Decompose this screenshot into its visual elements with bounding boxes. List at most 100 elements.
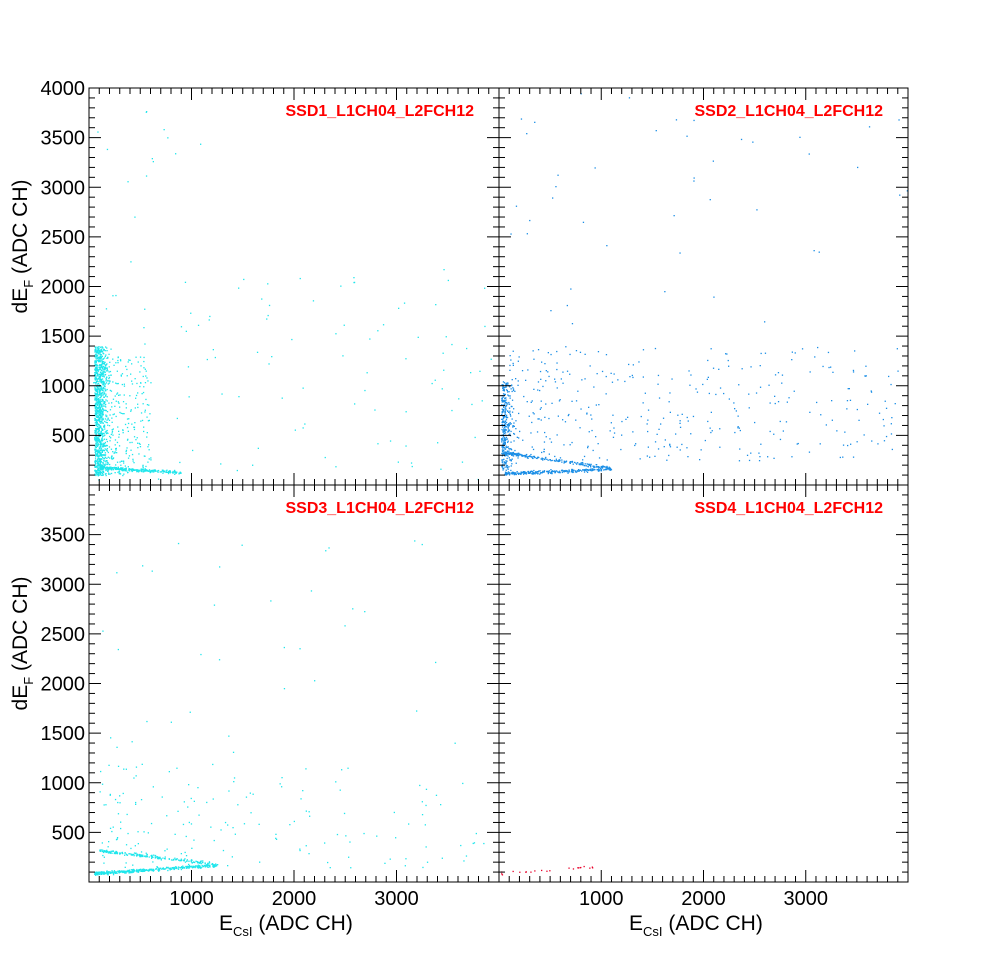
data-point: [134, 870, 136, 872]
data-point: [125, 365, 127, 368]
data-point: [207, 866, 210, 868]
data-point: [524, 454, 526, 457]
data-point: [510, 469, 512, 472]
data-point: [112, 358, 114, 360]
data-point: [571, 441, 573, 444]
ticks-4: [498, 484, 909, 883]
data-point: [161, 868, 163, 870]
data-point: [95, 404, 97, 406]
data-point: [503, 430, 505, 432]
data-point: [605, 466, 607, 469]
data-point: [169, 471, 171, 473]
data-point: [563, 460, 565, 462]
data-point: [300, 798, 302, 800]
data-point: [112, 871, 114, 873]
data-point: [151, 857, 153, 859]
data-point: [99, 368, 101, 370]
data-point: [279, 783, 281, 785]
data-point: [109, 794, 111, 796]
data-point: [463, 860, 465, 862]
data-point: [502, 401, 504, 403]
data-point: [115, 464, 117, 466]
data-point: [100, 464, 102, 466]
data-point: [106, 870, 108, 872]
data-point: [281, 777, 283, 779]
data-point: [96, 393, 98, 396]
data-point: [504, 410, 506, 412]
data-point: [99, 447, 101, 449]
data-point: [539, 470, 541, 472]
data-point: [105, 406, 107, 408]
data-point: [586, 463, 588, 465]
data-point: [99, 465, 102, 467]
data-point: [238, 287, 240, 289]
y-tick-label: 500: [52, 822, 85, 844]
data-point: [121, 851, 123, 854]
data-point: [502, 430, 504, 432]
data-point: [635, 443, 637, 445]
data-point: [141, 855, 144, 858]
data-point: [135, 775, 137, 777]
data-point: [96, 416, 98, 419]
data-point: [106, 400, 108, 402]
x-tick-label: 3000: [374, 888, 419, 910]
data-point: [528, 472, 530, 474]
data-point: [95, 403, 97, 405]
data-point: [587, 469, 589, 471]
data-point: [532, 457, 534, 460]
y-tick-label: 500: [52, 425, 85, 447]
data-point: [556, 460, 558, 462]
data-point: [102, 401, 104, 403]
data-point: [99, 396, 102, 399]
data-point: [133, 462, 135, 464]
data-point: [125, 862, 127, 864]
data-point: [515, 455, 517, 457]
data-point: [669, 446, 672, 448]
data-point: [510, 472, 512, 474]
data-point: [103, 466, 105, 468]
data-point: [106, 350, 108, 352]
data-point: [508, 472, 510, 474]
data-point: [208, 865, 211, 867]
data-point: [128, 853, 130, 855]
data-point: [227, 824, 229, 826]
data-point: [100, 350, 102, 352]
data-point: [847, 444, 849, 447]
data-point: [115, 839, 118, 841]
data-point: [511, 418, 513, 420]
data-point: [377, 330, 379, 332]
data-point: [577, 469, 580, 471]
data-point: [110, 448, 113, 450]
data-point: [740, 138, 743, 141]
data-point: [188, 396, 190, 398]
data-point: [104, 364, 107, 366]
data-point: [98, 441, 101, 443]
data-point: [561, 469, 564, 471]
data-point: [894, 403, 896, 405]
data-point: [510, 453, 513, 455]
data-point: [132, 460, 134, 462]
data-point: [662, 417, 665, 419]
data-point: [490, 358, 492, 360]
data-point: [100, 430, 102, 433]
data-point: [111, 402, 113, 404]
data-point: [144, 409, 146, 411]
data-point: [539, 370, 542, 373]
data-point: [589, 464, 591, 466]
data-point: [513, 432, 515, 435]
data-point: [606, 245, 608, 247]
data-point: [506, 416, 508, 418]
data-point: [100, 445, 102, 447]
data-point: [509, 452, 511, 455]
data-point: [108, 380, 110, 382]
data-point: [505, 464, 507, 466]
data-point: [504, 466, 506, 468]
data-point: [102, 347, 104, 349]
data-point: [231, 856, 233, 858]
data-point: [174, 469, 176, 472]
data-point: [106, 396, 108, 398]
data-point: [101, 871, 103, 873]
data-point: [710, 348, 712, 350]
data-point: [156, 856, 158, 858]
data-point: [104, 389, 107, 391]
